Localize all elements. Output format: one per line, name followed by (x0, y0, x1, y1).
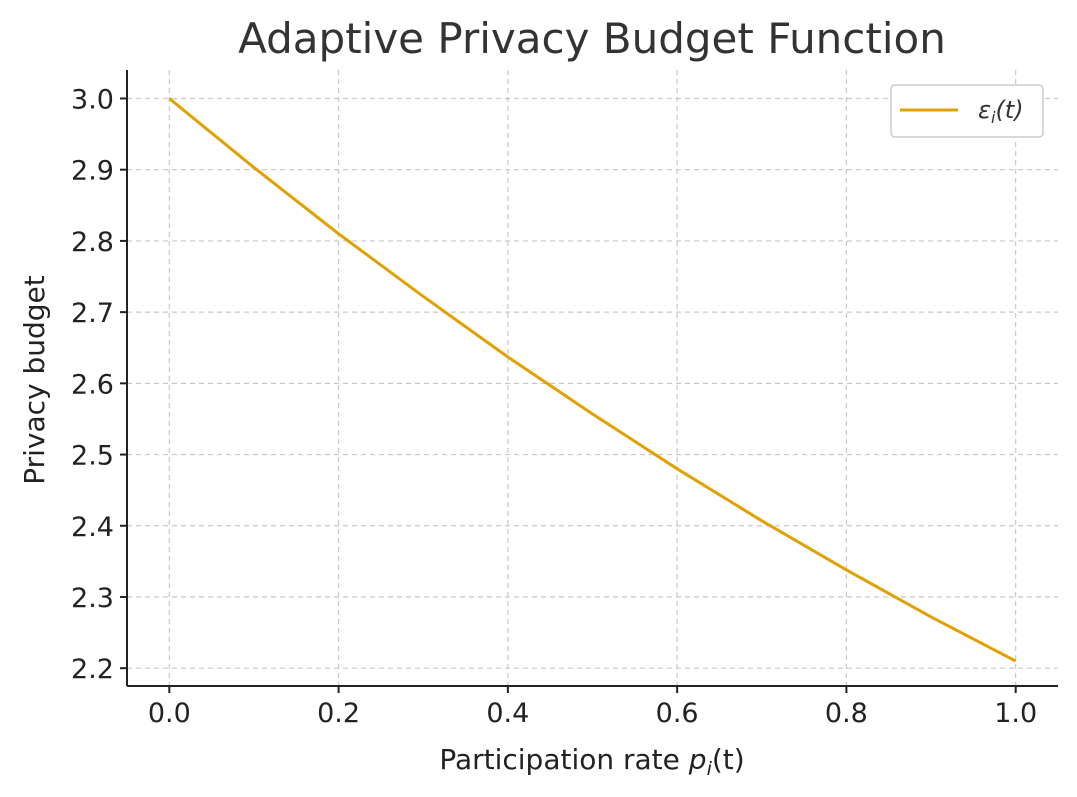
legend-box (890, 84, 1044, 138)
legend-label-arg: (t) (995, 96, 1023, 124)
x-axis-label-math: p (688, 743, 707, 776)
series-line-epsilon (168, 97, 1017, 663)
x-tick-label: 1.0 (994, 698, 1037, 729)
y-tick-label: 2.4 (71, 512, 114, 543)
legend-label-sub: i (991, 108, 996, 127)
x-axis-label-sub: i (707, 758, 713, 780)
legend-label: εi(t) (978, 96, 1024, 127)
x-tick-label: 0.0 (148, 698, 191, 729)
y-tick-label: 2.9 (71, 156, 114, 187)
y-axis-label: Privacy budget (18, 275, 51, 485)
y-tick-label: 2.6 (71, 369, 114, 400)
x-tick-label: 0.4 (486, 698, 529, 729)
y-tick-label: 2.7 (71, 298, 114, 329)
x-axis-label: Participation rate pi(t) (439, 743, 744, 780)
x-axis-label-text: Participation rate (439, 743, 680, 776)
grid-layer (127, 70, 1058, 686)
legend: εi(t) (890, 84, 1044, 138)
y-tick-label: 2.3 (71, 583, 114, 614)
y-tick-label: 3.0 (71, 84, 114, 115)
y-tick-label: 2.5 (71, 441, 114, 472)
x-axis-label-arg: (t) (712, 743, 745, 776)
ticks-layer: 0.0 0.2 0.4 0.6 0.8 1.0 2.2 2.3 2.4 2.5 2.6 2.7 2.8 2… (71, 84, 1037, 729)
chart-title: Adaptive Privacy Budget Function (238, 14, 946, 63)
x-tick-label: 0.2 (317, 698, 360, 729)
x-tick-label: 0.6 (656, 698, 699, 729)
y-tick-label: 2.8 (71, 227, 114, 258)
x-tick-label: 0.8 (825, 698, 868, 729)
legend-label-symbol: ε (978, 96, 991, 124)
y-tick-label: 2.2 (71, 654, 114, 685)
